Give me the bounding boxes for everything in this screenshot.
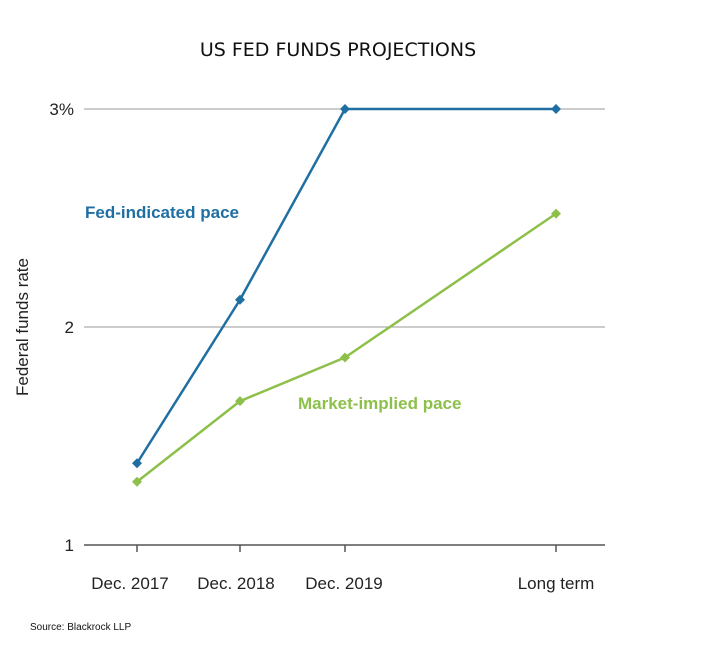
chart-title: US FED FUNDS PROJECTIONS bbox=[200, 39, 476, 61]
source-note: Source: Blackrock LLP bbox=[30, 622, 131, 633]
series-0-point-3 bbox=[551, 104, 561, 114]
series-line-0 bbox=[135, 107, 556, 464]
series-0-point-1 bbox=[235, 294, 245, 305]
series-label-fed-indicated: Fed-indicated pace bbox=[85, 203, 239, 222]
y-tick-labels: 1 2 3% bbox=[49, 100, 74, 555]
series-label-market-implied: Market-implied pace bbox=[298, 394, 461, 413]
series-1-point-1 bbox=[235, 396, 245, 407]
x-tick-label-3: Long term bbox=[518, 574, 595, 593]
series-0-point-0 bbox=[132, 458, 142, 469]
series-1-point-2 bbox=[340, 352, 350, 363]
x-tick-label-0: Dec. 2017 bbox=[91, 574, 169, 593]
series-0-point-2 bbox=[340, 104, 350, 114]
x-tick-label-1: Dec. 2018 bbox=[197, 574, 275, 593]
series-line-1 bbox=[136, 212, 557, 483]
x-tick-label-2: Dec. 2019 bbox=[305, 574, 383, 593]
series-1-point-0 bbox=[132, 476, 142, 487]
x-tick-labels: Dec. 2017 Dec. 2018 Dec. 2019 Long term bbox=[91, 574, 594, 593]
y-tick-label-1: 1 bbox=[65, 536, 74, 555]
y-axis-label: Federal funds rate bbox=[13, 258, 32, 396]
y-tick-label-3: 3% bbox=[49, 100, 74, 119]
series-1-point-3 bbox=[551, 208, 561, 219]
x-axis bbox=[84, 544, 605, 552]
y-tick-label-2: 2 bbox=[65, 318, 74, 337]
series-group bbox=[132, 104, 561, 487]
